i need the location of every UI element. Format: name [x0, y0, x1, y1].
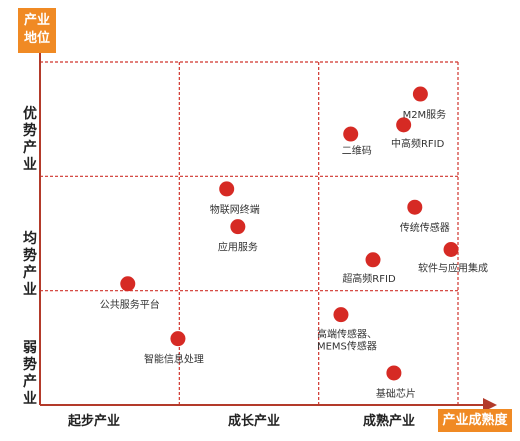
data-point-label: M2M服务	[403, 108, 447, 121]
data-point-label-line: 高端传感器、	[317, 328, 377, 341]
y-category-label-strong: 优势产业	[23, 106, 37, 173]
data-point-label: 智能信息处理	[144, 353, 204, 366]
data-point	[412, 86, 428, 102]
data-point	[170, 331, 186, 347]
data-point	[396, 117, 412, 133]
data-point-label: 传统传感器	[400, 221, 450, 234]
data-point	[219, 181, 235, 197]
data-point-label: 公共服务平台	[100, 298, 160, 311]
y-category-label-mid: 均势产业	[23, 231, 37, 298]
data-point	[343, 126, 359, 142]
data-point-label: 二维码	[342, 144, 372, 157]
y-category-label-weak: 弱势产业	[23, 340, 37, 407]
data-point-label: 超高频RFID	[342, 272, 396, 285]
x-axis-title: 产业成熟度	[438, 409, 512, 432]
y-axis-title: 产业地位	[18, 8, 56, 53]
data-point-label: 中高频RFID	[391, 137, 445, 150]
data-point-label-line: MEMS传感器	[317, 340, 377, 353]
data-point	[407, 199, 423, 215]
data-point-label: 软件与应用集成	[418, 262, 488, 275]
data-point	[443, 242, 459, 258]
data-point	[365, 252, 381, 268]
x-category-label-start: 起步产业	[68, 414, 121, 429]
x-category-label-growth: 成长产业	[228, 414, 281, 429]
data-point-label: 物联网终端	[210, 203, 260, 216]
data-point	[120, 276, 136, 292]
data-point	[386, 365, 402, 381]
data-point-label: 基础芯片	[376, 387, 416, 400]
x-category-label-mature: 成熟产业	[363, 414, 416, 429]
data-point	[230, 219, 246, 235]
data-point-label: 高端传感器、 MEMS传感器	[317, 328, 377, 353]
data-point	[333, 307, 349, 323]
data-point-label: 应用服务	[218, 241, 258, 254]
